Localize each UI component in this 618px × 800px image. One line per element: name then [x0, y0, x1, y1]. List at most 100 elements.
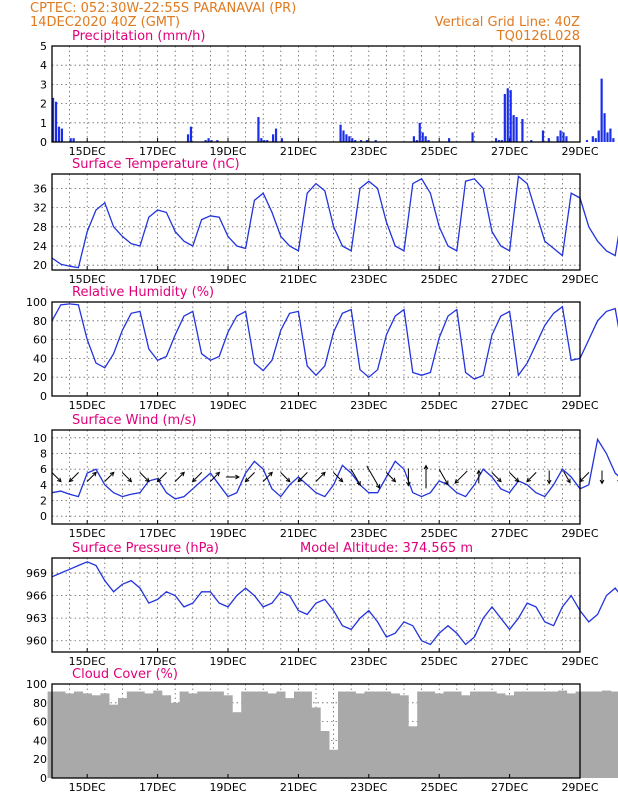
cloud-bar — [558, 690, 568, 778]
wind-arrow-head — [235, 474, 240, 480]
wind-arrow — [121, 472, 132, 482]
cloud-bar — [320, 731, 330, 778]
precip-bar — [597, 130, 600, 142]
humidity-ytick: 100 — [26, 296, 47, 309]
pressure-xtick: 19DEC — [209, 655, 246, 668]
precip-bar — [591, 136, 594, 142]
wind-arrow — [563, 471, 571, 483]
wind-arrow — [192, 472, 203, 482]
humidity-xtick: 29DEC — [561, 399, 598, 412]
pressure-xtick: 27DEC — [491, 655, 528, 668]
cloud-bar — [346, 691, 356, 778]
wind-arrow-head — [566, 478, 571, 484]
cloud-bar — [382, 691, 392, 778]
cloud-bar — [144, 693, 154, 778]
cloud-ytick: 0 — [40, 772, 47, 785]
wind-arrow — [579, 472, 590, 482]
model-altitude: Model Altitude: 374.565 m — [300, 541, 473, 556]
precip-bar — [342, 130, 345, 142]
humidity-ytick: 80 — [33, 315, 47, 328]
cloud-xtick: 15DEC — [69, 781, 106, 794]
cloud-bar — [206, 691, 216, 778]
pressure-title: Surface Pressure (hPa) — [72, 541, 219, 556]
precip-bar — [374, 140, 377, 142]
cloud-bar — [505, 695, 515, 778]
cloud-bar — [100, 693, 110, 778]
temp-xtick: 27DEC — [491, 273, 528, 286]
precip-bar — [530, 140, 533, 142]
precip-bar — [541, 130, 545, 142]
precip-bar — [354, 140, 357, 142]
cloud-bar — [610, 691, 618, 778]
temp-xtick: 25DEC — [421, 273, 458, 286]
precip-bar — [360, 140, 363, 142]
wind-series-line — [51, 437, 618, 500]
humidity-xtick: 19DEC — [209, 399, 246, 412]
wind-xtick: 27DEC — [491, 527, 528, 540]
cloud-bar — [302, 691, 312, 778]
humidity-xtick: 17DEC — [139, 399, 176, 412]
precip-bar — [609, 128, 612, 142]
cloud-bar — [443, 691, 453, 778]
precip-bar — [471, 132, 474, 142]
cloud-xtick: 27DEC — [491, 781, 528, 794]
precip-ytick: 4 — [40, 59, 47, 72]
temp-xtick: 21DEC — [280, 273, 317, 286]
precip-bar — [594, 138, 597, 142]
wind-xtick: 23DEC — [350, 527, 387, 540]
precip-bar — [497, 140, 501, 142]
temp-frame — [51, 173, 581, 271]
pressure-xtick: 17DEC — [139, 655, 176, 668]
pressure-ytick: 960 — [26, 635, 47, 648]
cloud-bar — [223, 695, 233, 778]
cloud-bar — [188, 693, 198, 778]
cloud-bar — [426, 691, 436, 778]
precip-bar — [606, 132, 609, 142]
precip-title: Precipitation (mm/h) — [72, 29, 205, 44]
wind-arrow — [209, 472, 220, 482]
wind-arrow-head — [321, 471, 326, 477]
cloud-ytick: 80 — [33, 697, 47, 710]
wind-arrow — [385, 472, 396, 482]
cloud-bar — [74, 691, 84, 778]
cloud-bar — [408, 726, 418, 778]
wind-arrow-head — [444, 480, 449, 486]
cloud-frame — [51, 683, 581, 779]
cloud-bar — [487, 691, 497, 778]
wind-arrow-head — [497, 477, 502, 483]
wind-xtick: 29DEC — [561, 527, 598, 540]
cloud-bar — [135, 691, 145, 778]
cloud-ytick: 20 — [33, 753, 47, 766]
humidity-ytick: 60 — [33, 334, 47, 347]
pressure-ytick: 963 — [26, 612, 47, 625]
header-location: CPTEC: 052:30W-22:55S PARANAVAI (PR) — [30, 1, 296, 16]
cloud-bar — [109, 704, 119, 778]
cloud-bar — [214, 691, 224, 778]
precip-bar — [448, 138, 451, 142]
precip-bar — [603, 113, 606, 142]
precip-bar — [69, 138, 72, 142]
precip-bar — [339, 124, 342, 142]
cloud-bar — [566, 693, 576, 778]
precip-bar — [348, 136, 351, 142]
wind-arrow — [69, 472, 79, 482]
temp-xtick: 15DEC — [69, 273, 106, 286]
precip-bar — [72, 138, 75, 142]
precip-bar — [494, 138, 498, 142]
cloud-bar — [593, 691, 603, 778]
wind-ytick: 8 — [40, 448, 47, 461]
wind-arrow-head — [285, 477, 291, 483]
precip-bar — [263, 140, 266, 142]
cloud-bar — [65, 693, 75, 778]
humidity-xtick: 15DEC — [69, 399, 106, 412]
wind-arrow — [157, 472, 167, 482]
pressure-xtick: 29DEC — [561, 655, 598, 668]
precip-bar — [565, 136, 568, 142]
wind-arrow — [315, 472, 326, 482]
wind-arrow-head — [599, 479, 605, 485]
precip-bar — [266, 140, 269, 142]
cloud-bar — [461, 695, 471, 778]
precip-bar — [515, 117, 518, 142]
precip-bar — [260, 138, 263, 142]
